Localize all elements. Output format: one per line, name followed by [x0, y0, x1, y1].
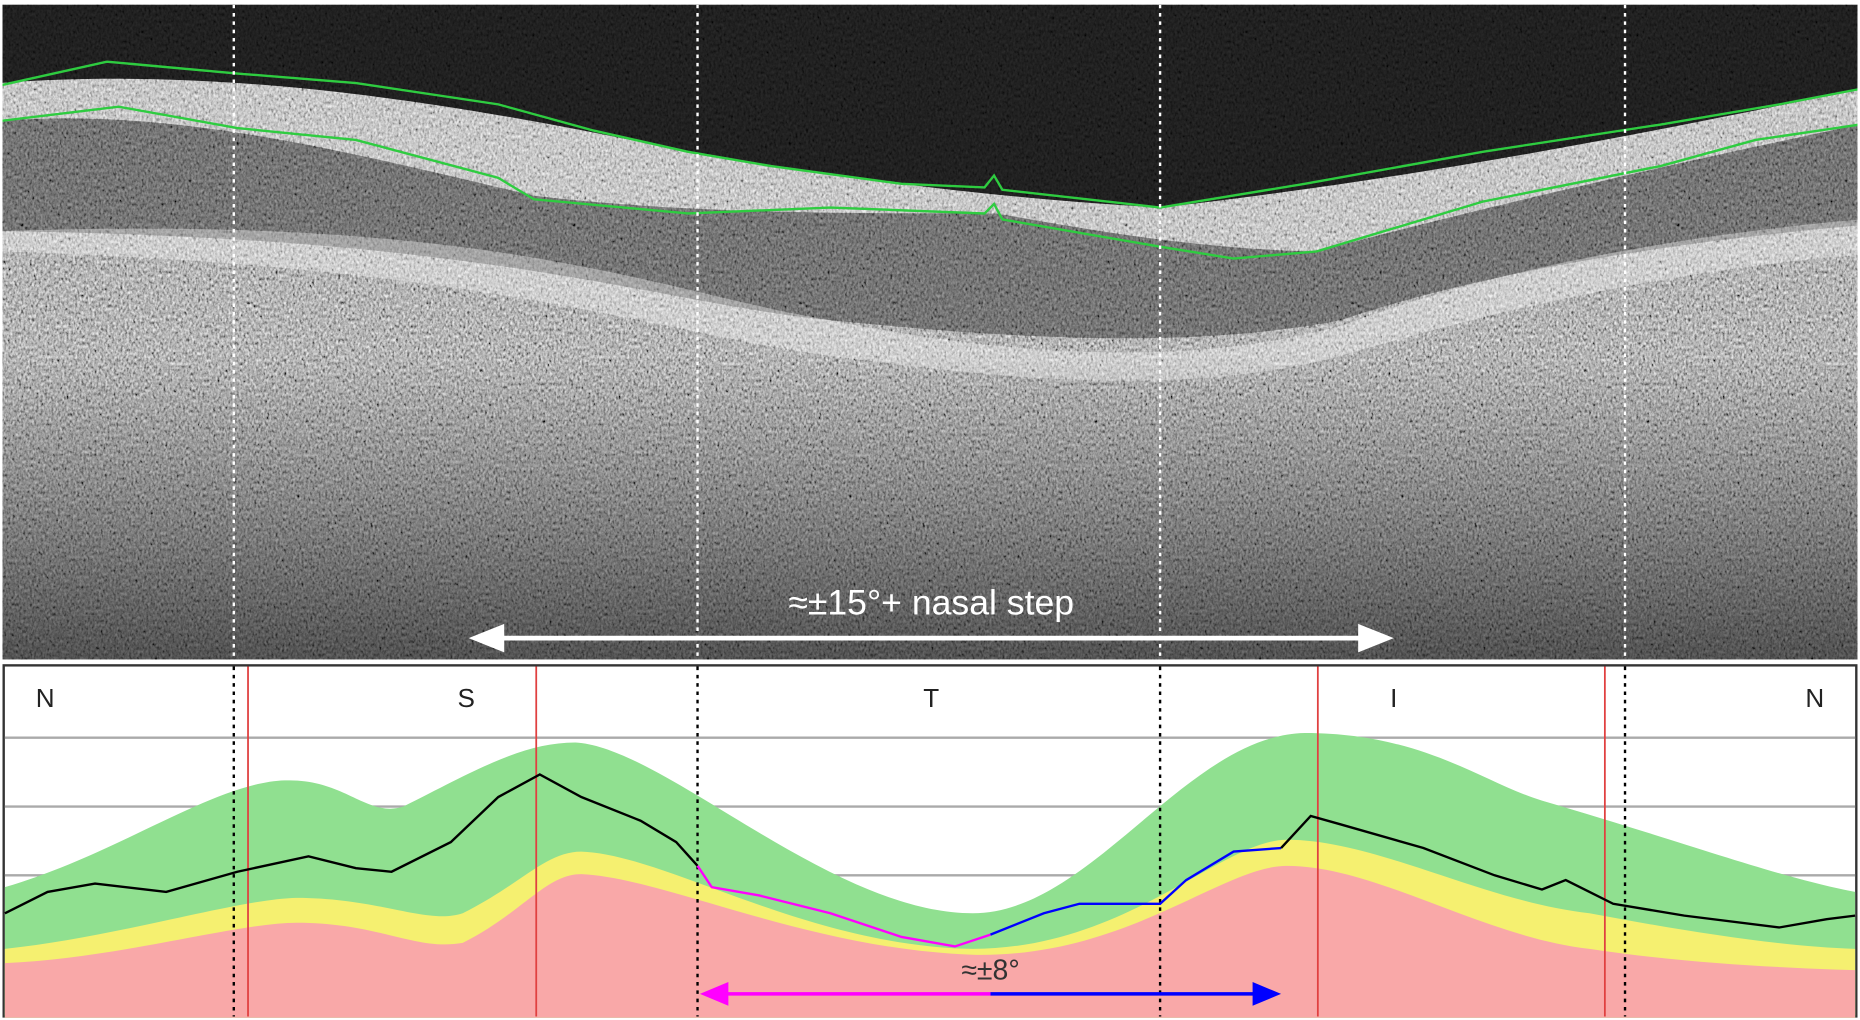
- sector-label: N: [1805, 683, 1824, 713]
- sector-label: T: [923, 683, 939, 713]
- sector-label: S: [458, 683, 475, 713]
- thickness-plot: N S T I N ≈±8°: [2, 664, 1858, 1018]
- sector-label: I: [1390, 683, 1397, 713]
- sector-label: N: [36, 683, 55, 713]
- scan-annotation: ≈±15°+ nasal step: [788, 582, 1074, 622]
- plot-annotation: ≈±8°: [961, 955, 1019, 987]
- oct-scan: ≈±15°+ nasal step: [2, 4, 1858, 660]
